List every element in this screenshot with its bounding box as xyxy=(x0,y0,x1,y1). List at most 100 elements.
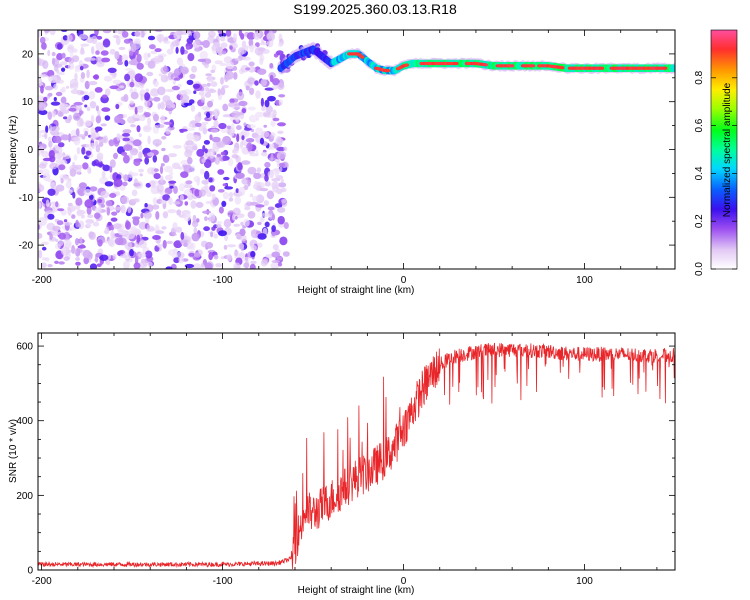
noise-blob xyxy=(227,244,236,248)
noise-blob xyxy=(192,214,197,224)
noise-blob xyxy=(132,139,142,147)
noise-blob xyxy=(117,60,123,66)
noise-blob xyxy=(217,169,225,175)
x-tick-label: 0 xyxy=(401,576,407,587)
noise-blob xyxy=(45,125,49,134)
noise-blob xyxy=(143,112,151,118)
noise-blob xyxy=(87,214,94,218)
colorbar-tick-label: 0.0 xyxy=(694,262,705,276)
noise-blob xyxy=(147,261,153,267)
noise-blob xyxy=(95,105,99,112)
noise-blob xyxy=(241,135,245,141)
noise-blob xyxy=(217,189,225,193)
noise-blob xyxy=(111,73,117,79)
noise-blob xyxy=(211,193,216,200)
noise-blob xyxy=(280,187,287,193)
noise-blob xyxy=(134,38,141,44)
noise-blob xyxy=(240,64,250,73)
snr-panel: -200 -100 0 100 0 200 400 600 Height of straig… xyxy=(8,332,676,596)
noise-blob xyxy=(67,63,75,70)
noise-blob xyxy=(123,154,130,164)
x-tick-label: -200 xyxy=(32,275,52,286)
noise-blob xyxy=(193,31,201,40)
noise-blob xyxy=(248,114,258,123)
noise-blob xyxy=(154,48,162,53)
noise-blob xyxy=(218,206,224,214)
noise-blob xyxy=(94,207,102,213)
y-tick-label: 0 xyxy=(27,566,33,577)
noise-blob xyxy=(249,193,254,198)
noise-blob xyxy=(225,70,234,80)
noise-blob xyxy=(143,211,152,220)
noise-blob xyxy=(160,163,165,167)
noise-blob xyxy=(198,189,206,197)
noise-blob xyxy=(204,216,208,222)
noise-blob xyxy=(68,57,75,64)
noise-blob xyxy=(216,153,222,158)
noise-blob xyxy=(282,251,290,257)
noise-blob xyxy=(226,125,232,130)
noise-blob xyxy=(196,177,200,186)
noise-blob xyxy=(40,85,44,94)
noise-blob xyxy=(206,77,214,83)
noise-blob xyxy=(152,125,160,134)
spectrogram-signal-track xyxy=(277,41,675,77)
noise-blob xyxy=(50,126,60,133)
noise-blob xyxy=(277,262,283,267)
noise-blob xyxy=(45,210,54,214)
noise-blob xyxy=(237,162,243,171)
noise-blob xyxy=(79,90,85,95)
noise-blob xyxy=(100,50,109,56)
noise-blob xyxy=(95,56,102,63)
noise-blob xyxy=(188,99,195,104)
noise-blob xyxy=(270,262,280,269)
noise-blob xyxy=(124,60,129,67)
noise-blob xyxy=(210,81,218,87)
noise-blob xyxy=(281,198,288,208)
noise-blob xyxy=(243,122,247,126)
noise-blob xyxy=(44,85,54,91)
noise-blob xyxy=(248,66,256,73)
noise-blob xyxy=(39,36,46,44)
noise-blob xyxy=(71,137,81,142)
noise-blob xyxy=(142,261,147,267)
noise-blob xyxy=(193,134,200,142)
noise-blob xyxy=(247,77,256,85)
noise-blob xyxy=(127,206,132,214)
noise-blob xyxy=(175,226,183,233)
noise-blob xyxy=(140,212,144,219)
noise-blob xyxy=(117,227,123,233)
noise-blob xyxy=(130,124,136,128)
noise-blob xyxy=(55,69,60,73)
noise-blob xyxy=(138,151,143,160)
noise-blob xyxy=(94,212,101,219)
noise-blob xyxy=(96,35,103,40)
noise-blob xyxy=(129,100,135,105)
noise-blob xyxy=(239,228,246,237)
y-tick-label: 400 xyxy=(16,416,33,427)
noise-blob xyxy=(123,260,130,269)
noise-blob xyxy=(243,262,250,269)
noise-blob xyxy=(264,87,274,91)
noise-blob xyxy=(235,188,239,194)
x-tick-label: 0 xyxy=(401,275,407,286)
noise-blob xyxy=(277,215,285,225)
noise-blob xyxy=(165,187,173,194)
noise-blob xyxy=(76,147,81,155)
noise-blob xyxy=(143,126,150,131)
noise-blob xyxy=(88,194,94,200)
x-tick-label: -100 xyxy=(213,576,233,587)
noise-blob xyxy=(226,253,233,262)
noise-blob xyxy=(201,121,209,125)
noise-blob xyxy=(55,91,63,97)
noise-blob xyxy=(229,98,235,104)
noise-blob xyxy=(101,170,106,179)
noise-blob xyxy=(228,197,234,202)
noise-blob xyxy=(63,219,68,223)
noise-blob xyxy=(153,168,159,172)
noise-blob xyxy=(122,113,128,118)
noise-blob xyxy=(75,261,81,266)
noise-blob xyxy=(163,64,167,74)
noise-blob xyxy=(115,103,120,110)
